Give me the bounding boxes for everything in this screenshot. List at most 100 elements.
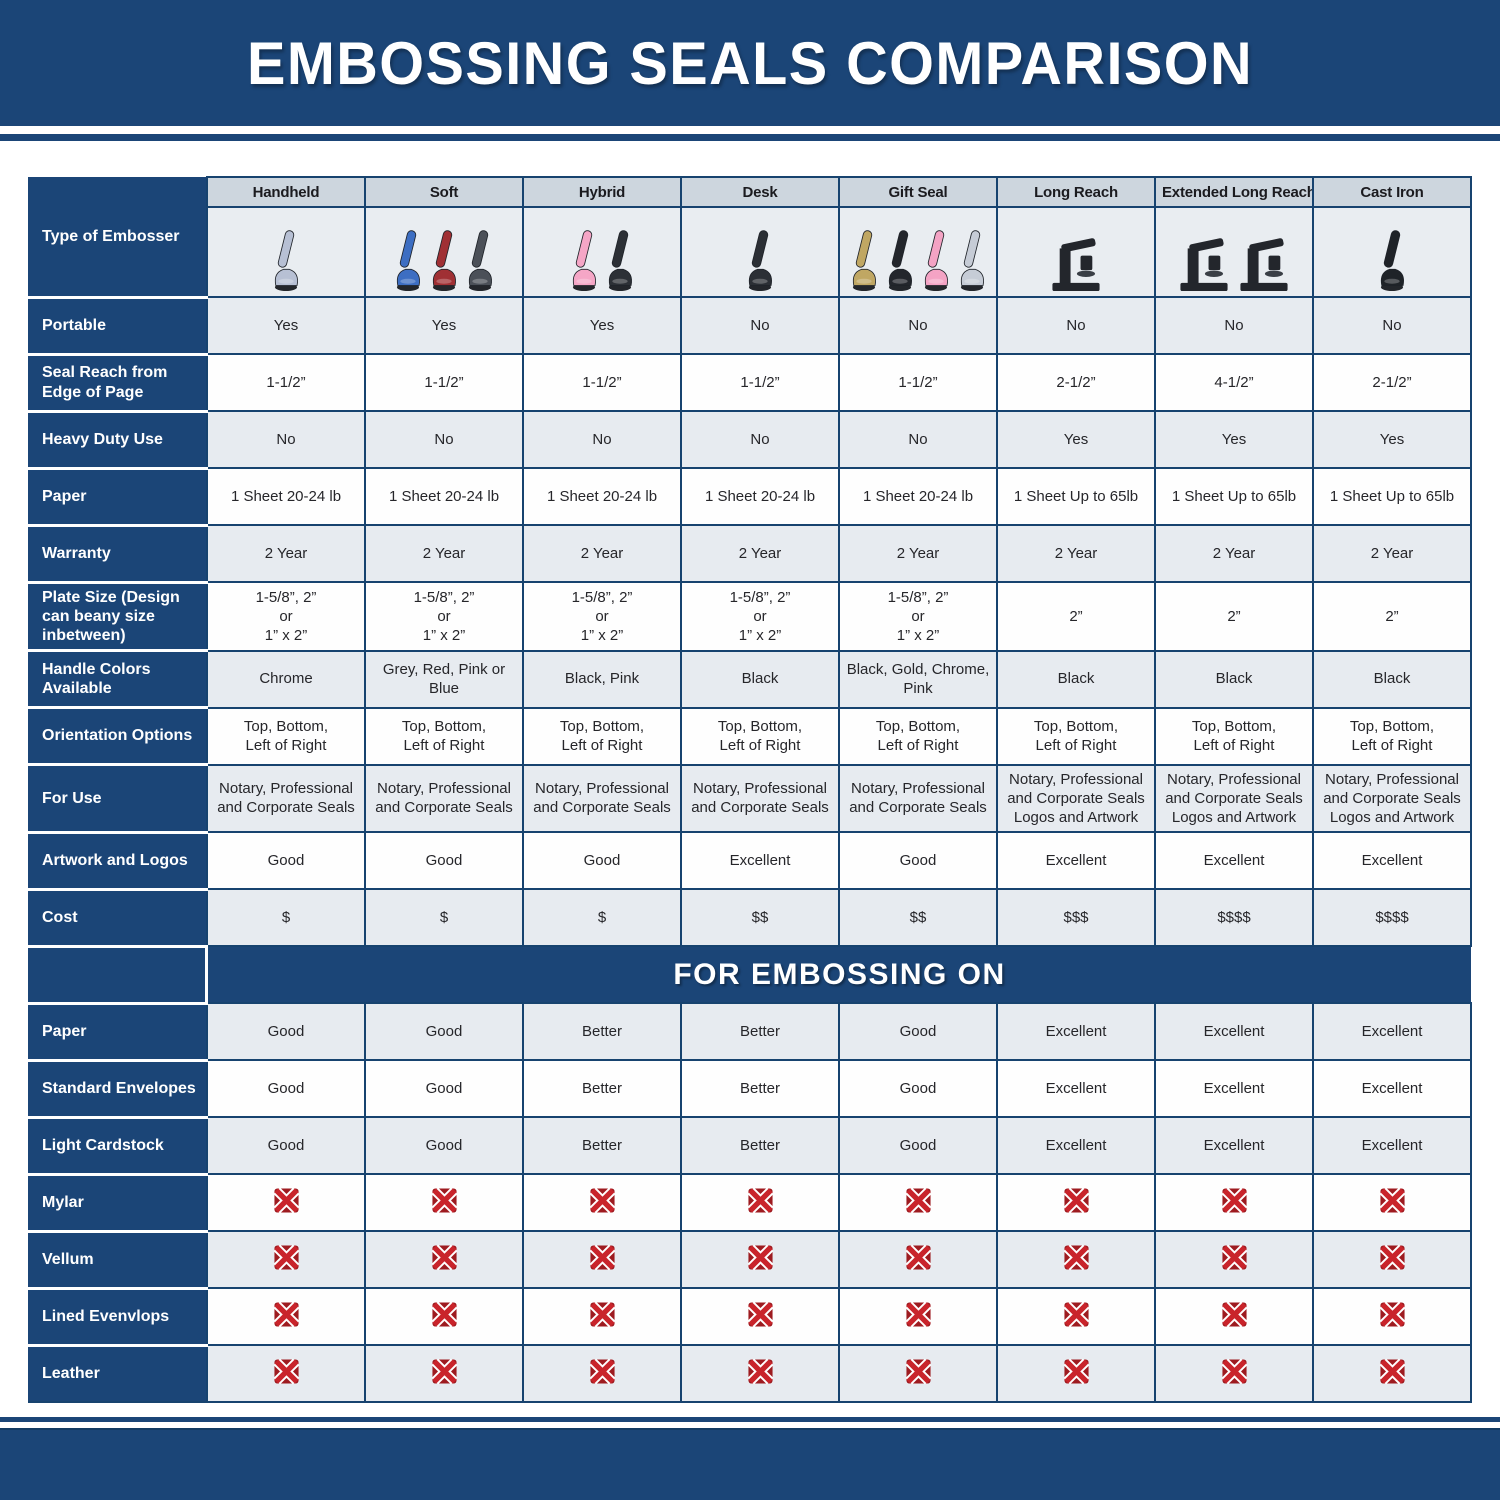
x-mark-icon — [747, 1244, 773, 1270]
cell-cost-cast-iron: $$$$ — [1312, 888, 1472, 948]
x-mark-icon — [1221, 1301, 1247, 1327]
cell-standard-envelopes-long-reach: Excellent — [996, 1059, 1156, 1119]
cell-paper-extended-long-reach: 1 Sheet Up to 65lb — [1154, 467, 1314, 526]
cell-cost-soft: $ — [364, 888, 524, 948]
handheld-embosser-image — [396, 230, 420, 292]
cell-mylar-desk — [680, 1173, 840, 1233]
cell-lined-evenvlops-long-reach — [996, 1287, 1156, 1347]
x-mark-icon — [747, 1187, 773, 1213]
cell-light-cardstock-extended-long-reach: Excellent — [1154, 1116, 1314, 1176]
x-mark-icon — [1063, 1358, 1089, 1384]
cell-orientation-options-extended-long-reach: Top, Bottom, Left of Right — [1154, 706, 1314, 766]
cell-paper-gift-seal: Good — [838, 1002, 998, 1062]
column-header-soft: Soft — [364, 176, 524, 208]
embosser-image-cell-desk — [680, 206, 840, 298]
cell-portable-hybrid: Yes — [522, 296, 682, 355]
cell-standard-envelopes-cast-iron: Excellent — [1312, 1059, 1472, 1119]
row-label-handle-colors-available: Handle Colors Available — [28, 649, 208, 708]
column-header-hybrid: Hybrid — [522, 176, 682, 208]
x-mark-icon — [273, 1358, 299, 1384]
row-label-type-of-embosser: Type of Embosser — [28, 177, 208, 297]
cell-handle-colors-available-extended-long-reach: Black — [1154, 649, 1314, 709]
cell-for-use-soft: Notary, Professional and Corporate Seals — [364, 763, 524, 834]
x-mark-icon — [431, 1244, 457, 1270]
x-mark-icon — [1379, 1301, 1405, 1327]
row-label-vellum: Vellum — [28, 1229, 208, 1289]
x-mark-icon — [589, 1187, 615, 1213]
cell-cost-hybrid: $ — [522, 888, 682, 948]
column-header-cast-iron: Cast Iron — [1312, 176, 1472, 208]
handheld-embosser-image — [924, 230, 948, 292]
cell-plate-size-design-can-beany-size-inbetween-desk: 1-5/8”, 2” or 1” x 2” — [680, 581, 840, 652]
cell-paper-cast-iron: Excellent — [1312, 1002, 1472, 1062]
x-mark-icon — [1063, 1301, 1089, 1327]
handheld-embosser-image — [1380, 230, 1404, 292]
x-mark-icon — [1379, 1244, 1405, 1270]
footer-divider-rule — [0, 1417, 1500, 1422]
cell-portable-soft: Yes — [364, 296, 524, 355]
cell-seal-reach-from-edge-of-page-long-reach: 2-1/2” — [996, 353, 1156, 412]
cell-warranty-extended-long-reach: 2 Year — [1154, 524, 1314, 583]
cell-artwork-and-logos-hybrid: Good — [522, 831, 682, 891]
cell-standard-envelopes-handheld: Good — [206, 1059, 366, 1119]
cell-seal-reach-from-edge-of-page-gift-seal: 1-1/2” — [838, 353, 998, 412]
cell-seal-reach-from-edge-of-page-extended-long-reach: 4-1/2” — [1154, 353, 1314, 412]
press-embosser-image — [1180, 238, 1228, 291]
cell-orientation-options-gift-seal: Top, Bottom, Left of Right — [838, 706, 998, 766]
cell-leather-extended-long-reach — [1154, 1344, 1314, 1404]
comparison-table: Type of Embosser Handheld Soft Hybrid Desk Gi… — [28, 176, 1472, 1404]
x-mark-icon — [273, 1301, 299, 1327]
cell-heavy-duty-use-handheld: No — [206, 410, 366, 469]
cell-light-cardstock-hybrid: Better — [522, 1116, 682, 1176]
cell-vellum-cast-iron — [1312, 1230, 1472, 1290]
cell-lined-evenvlops-desk — [680, 1287, 840, 1347]
cell-warranty-hybrid: 2 Year — [522, 524, 682, 583]
cell-vellum-handheld — [206, 1230, 366, 1290]
cell-plate-size-design-can-beany-size-inbetween-handheld: 1-5/8”, 2” or 1” x 2” — [206, 581, 366, 652]
cell-artwork-and-logos-long-reach: Excellent — [996, 831, 1156, 891]
cell-portable-long-reach: No — [996, 296, 1156, 355]
page-header-band: EMBOSSING SEALS COMPARISON — [0, 0, 1500, 126]
row-label-seal-reach-from-edge-of-page: Seal Reach from Edge of Page — [28, 352, 208, 411]
cell-light-cardstock-desk: Better — [680, 1116, 840, 1176]
press-embosser-image — [1052, 238, 1100, 291]
cell-paper-hybrid: Better — [522, 1002, 682, 1062]
row-label-paper: Paper — [28, 466, 208, 525]
embosser-image-cell-gift-seal — [838, 206, 998, 298]
row-label-portable: Portable — [28, 295, 208, 354]
column-header-gift-seal: Gift Seal — [838, 176, 998, 208]
cell-heavy-duty-use-extended-long-reach: Yes — [1154, 410, 1314, 469]
cell-vellum-soft — [364, 1230, 524, 1290]
x-mark-icon — [1221, 1358, 1247, 1384]
cell-for-use-desk: Notary, Professional and Corporate Seals — [680, 763, 840, 834]
cell-artwork-and-logos-extended-long-reach: Excellent — [1154, 831, 1314, 891]
cell-artwork-and-logos-gift-seal: Good — [838, 831, 998, 891]
cell-heavy-duty-use-soft: No — [364, 410, 524, 469]
section-header-text: FOR EMBOSSING ON — [673, 957, 1006, 991]
x-mark-icon — [1063, 1244, 1089, 1270]
row-label-lined-evenvlops: Lined Evenvlops — [28, 1286, 208, 1346]
cell-heavy-duty-use-hybrid: No — [522, 410, 682, 469]
x-mark-icon — [431, 1187, 457, 1213]
cell-plate-size-design-can-beany-size-inbetween-cast-iron: 2” — [1312, 581, 1472, 652]
cell-cost-handheld: $ — [206, 888, 366, 948]
cell-paper-hybrid: 1 Sheet 20-24 lb — [522, 467, 682, 526]
x-mark-icon — [1379, 1187, 1405, 1213]
cell-heavy-duty-use-cast-iron: Yes — [1312, 410, 1472, 469]
cell-orientation-options-hybrid: Top, Bottom, Left of Right — [522, 706, 682, 766]
cell-handle-colors-available-gift-seal: Black, Gold, Chrome, Pink — [838, 649, 998, 709]
cell-light-cardstock-handheld: Good — [206, 1116, 366, 1176]
section-header-for-embossing-on: FOR EMBOSSING ON — [28, 945, 1471, 1005]
cell-leather-cast-iron — [1312, 1344, 1472, 1404]
cell-leather-long-reach — [996, 1344, 1156, 1404]
cell-seal-reach-from-edge-of-page-desk: 1-1/2” — [680, 353, 840, 412]
cell-standard-envelopes-soft: Good — [364, 1059, 524, 1119]
row-label-cost: Cost — [28, 887, 208, 948]
row-label-mylar: Mylar — [28, 1172, 208, 1232]
cell-orientation-options-handheld: Top, Bottom, Left of Right — [206, 706, 366, 766]
row-label-leather: Leather — [28, 1343, 208, 1404]
row-label-standard-envelopes: Standard Envelopes — [28, 1058, 208, 1118]
cell-artwork-and-logos-desk: Excellent — [680, 831, 840, 891]
cell-cost-gift-seal: $$ — [838, 888, 998, 948]
cell-seal-reach-from-edge-of-page-handheld: 1-1/2” — [206, 353, 366, 412]
